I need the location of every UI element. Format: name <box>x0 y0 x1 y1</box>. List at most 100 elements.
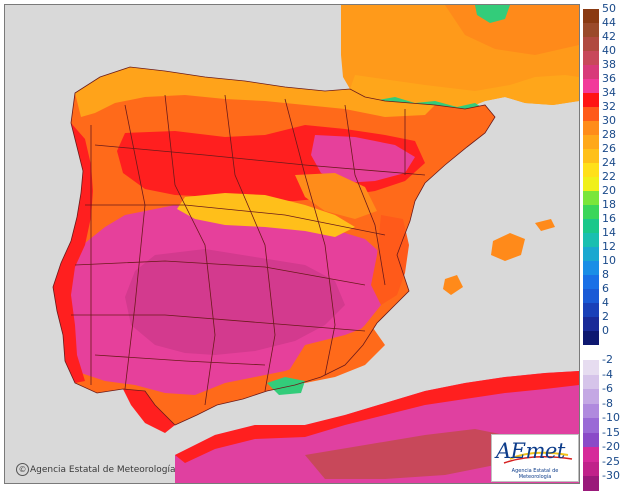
region-alps-hot <box>445 5 579 55</box>
region-africa-coast <box>175 371 579 463</box>
copyright-symbol: © <box>16 463 29 476</box>
legend-swatch <box>583 360 599 375</box>
legend-label: 44 <box>602 16 616 29</box>
legend-entry: 30 <box>581 114 628 137</box>
legend-label: 12 <box>602 240 616 253</box>
legend-label: 30 <box>602 114 616 127</box>
legend-swatch <box>583 121 599 135</box>
legend-label: 40 <box>602 44 616 57</box>
legend-swatch <box>583 247 599 261</box>
legend-entry: -30 <box>581 469 628 492</box>
legend-swatch <box>583 461 599 476</box>
legend-label: -4 <box>602 367 613 381</box>
legend-swatch <box>583 205 599 219</box>
legend-label: 14 <box>602 226 616 239</box>
legend-swatch <box>583 289 599 303</box>
legend-swatch <box>583 65 599 79</box>
legend-entry: 14 <box>581 226 628 249</box>
legend-swatch <box>583 107 599 121</box>
legend-swatch <box>583 23 599 37</box>
legend-entry: 42 <box>581 30 628 53</box>
region-africa-inland <box>305 429 505 479</box>
legend-label: 28 <box>602 128 616 141</box>
island-menorca <box>535 219 555 231</box>
legend-swatch <box>583 331 599 345</box>
legend-swatch <box>583 389 599 404</box>
legend-entry: 4 <box>581 296 628 319</box>
legend-entry: -8 <box>581 397 628 420</box>
legend-label: 22 <box>602 170 616 183</box>
legend-label: 24 <box>602 156 616 169</box>
legend-swatch <box>583 79 599 93</box>
legend-label: 32 <box>602 100 616 113</box>
legend-swatch <box>583 177 599 191</box>
legend-label: 42 <box>602 30 616 43</box>
legend-entry: 0 <box>581 324 628 347</box>
legend-swatch <box>583 51 599 65</box>
legend-swatch <box>583 149 599 163</box>
legend-swatch <box>583 219 599 233</box>
temperature-map <box>5 5 579 483</box>
province-borders <box>52 66 496 426</box>
legend-entry: 32 <box>581 100 628 123</box>
legend-label: 8 <box>602 268 609 281</box>
legend-entry: 20 <box>581 184 628 207</box>
legend-entry: 16 <box>581 212 628 235</box>
legend-label: 36 <box>602 72 616 85</box>
legend-label: 0 <box>602 324 609 337</box>
island-mallorca <box>491 233 525 261</box>
legend-entry: 8 <box>581 268 628 291</box>
map-panel <box>4 4 580 484</box>
legend-swatch <box>583 37 599 51</box>
legend-label: 38 <box>602 58 616 71</box>
region-southeast <box>285 325 385 383</box>
legend-swatch <box>583 432 599 447</box>
region-east-coast <box>371 215 409 305</box>
legend-swatch <box>583 163 599 177</box>
legend-entry: 38 <box>581 58 628 81</box>
legend-label: 6 <box>602 282 609 295</box>
legend-label: -8 <box>602 396 613 410</box>
legend-swatch <box>583 261 599 275</box>
legend-swatch <box>583 476 599 491</box>
legend-label: 34 <box>602 86 616 99</box>
temperature-legend: 50 44 42 40 38 36 34 32 30 28 26 24 22 20 18 16 14 12 10 8 6… <box>581 2 628 491</box>
logo-subtitle: Agencia Estatal de Meteorología <box>511 468 559 480</box>
region-core-heat <box>125 249 345 355</box>
legend-entry: -25 <box>581 455 628 478</box>
region-portugal-coast <box>53 123 93 383</box>
legend-label: 10 <box>602 254 616 267</box>
legend-entry: 26 <box>581 142 628 165</box>
legend-entry: -15 <box>581 426 628 449</box>
island-ibiza <box>443 275 463 295</box>
legend-entry: 22 <box>581 170 628 193</box>
logo-swoosh-icon <box>503 451 573 464</box>
legend-swatch <box>583 135 599 149</box>
legend-entry: 6 <box>581 282 628 305</box>
legend-label: 16 <box>602 212 616 225</box>
legend-entry: 24 <box>581 156 628 179</box>
legend-swatch <box>583 317 599 331</box>
region-north-coast <box>75 67 435 117</box>
logo-wordmark: AEmet <box>496 439 565 463</box>
region-ebro-hot <box>311 135 415 183</box>
legend-swatch <box>583 403 599 418</box>
legend-label: -25 <box>602 454 620 468</box>
legend-swatch <box>583 233 599 247</box>
legend-entry: 18 <box>581 198 628 221</box>
legend-label: -20 <box>602 440 620 453</box>
legend-entry: -2 <box>581 353 628 376</box>
legend-label: 20 <box>602 184 616 197</box>
legend-entry: 50 <box>581 2 628 25</box>
map-credit: Agencia Estatal de Meteorología <box>30 465 176 475</box>
legend-label: -2 <box>602 353 613 366</box>
legend-label: 4 <box>602 296 609 309</box>
region-mountain-mild <box>177 193 355 237</box>
legend-label: 26 <box>602 142 616 155</box>
legend-swatch <box>583 9 599 23</box>
legend-entry: 36 <box>581 72 628 95</box>
legend-swatch <box>583 447 599 462</box>
legend-entry: -20 <box>581 440 628 463</box>
legend-label: -10 <box>602 411 620 424</box>
legend-entry: -10 <box>581 411 628 434</box>
